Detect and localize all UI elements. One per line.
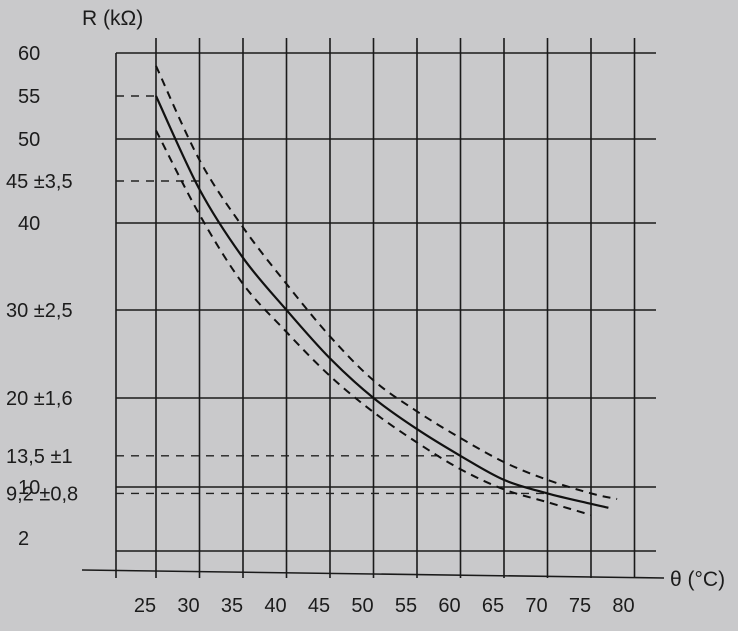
x-axis-title: θ (°C) — [670, 568, 725, 591]
x-tick-label: 25 — [134, 595, 156, 617]
y-tick-label: 50 — [18, 129, 40, 151]
y-tick-label: 10 — [18, 477, 40, 499]
x-tick-label: 75 — [569, 595, 591, 617]
nominal-resistance-curve — [155, 95, 609, 509]
data-series — [155, 65, 618, 516]
y-tick-label: 55 — [18, 86, 40, 108]
y-tick-label: 60 — [18, 43, 40, 65]
tolerance-limit-curve — [155, 129, 592, 516]
y-tick-label: 20 ±1,6 — [6, 388, 73, 410]
x-tick-label: 45 — [308, 595, 330, 617]
y-tick-label: 40 — [18, 213, 40, 235]
tolerance-guides — [116, 95, 548, 495]
horizontal-gridlines — [81, 52, 665, 579]
x-tick-label: 65 — [482, 595, 504, 617]
x-tick-label: 40 — [264, 595, 286, 617]
x-axis-line — [81, 569, 665, 579]
x-tick-label: 55 — [395, 595, 417, 617]
y-tick-label: 30 ±2,5 — [6, 300, 73, 322]
x-tick-label: 80 — [612, 595, 634, 617]
y-tick-label: 9,2 ±0,8 — [6, 483, 78, 505]
x-tick-label: 30 — [177, 595, 199, 617]
x-tick-label: 50 — [351, 595, 373, 617]
x-tick-label: 35 — [221, 595, 243, 617]
y-tick-label: 45 ±3,5 — [6, 171, 73, 193]
y-tick-label: 2 — [18, 528, 29, 550]
y-tick-label: 13,5 ±1 — [6, 446, 73, 468]
x-tick-labels: 25 30 35 40 45 50 55 60 65 70 75 80 — [134, 595, 635, 617]
x-tick-label: 60 — [438, 595, 460, 617]
y-axis-title: R (kΩ) — [82, 7, 143, 30]
x-tick-label: 70 — [525, 595, 547, 617]
tolerance-limit-curve — [155, 65, 618, 500]
vertical-gridlines — [115, 38, 636, 578]
y-tick-labels: 2 9,2 ±0,810 13,5 ±1 20 ±1,6 30 ±2,5 40 45 ±3,… — [6, 43, 78, 550]
